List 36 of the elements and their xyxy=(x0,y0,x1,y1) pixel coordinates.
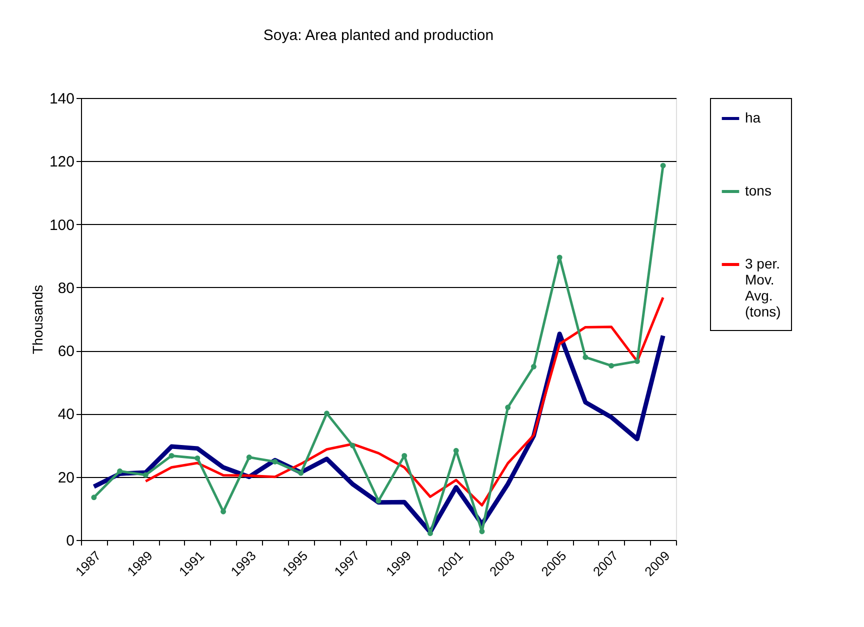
point xyxy=(556,254,562,260)
point xyxy=(246,454,252,460)
point xyxy=(582,354,588,360)
point xyxy=(428,530,433,536)
y-tick-label: 140 xyxy=(49,90,74,108)
point xyxy=(453,448,459,454)
chart-title: Soya: Area planted and production xyxy=(263,27,494,44)
point xyxy=(298,470,304,476)
y-tick-label: 100 xyxy=(49,216,74,234)
point xyxy=(142,472,148,478)
y-axis-title: Thousands xyxy=(29,284,46,354)
legend-label: 3 per. Mov. Avg. (tons) xyxy=(745,256,781,320)
point xyxy=(91,494,97,500)
point xyxy=(530,364,536,370)
point xyxy=(634,358,640,364)
point xyxy=(272,458,278,464)
point xyxy=(608,362,614,368)
y-tick-label: 40 xyxy=(58,406,74,424)
point xyxy=(324,410,330,416)
point xyxy=(660,162,666,168)
point xyxy=(117,468,123,474)
y-tick-label: 80 xyxy=(58,280,74,297)
point xyxy=(402,452,408,458)
point xyxy=(168,452,174,458)
line-series xyxy=(144,296,664,507)
point xyxy=(505,404,511,410)
point xyxy=(194,455,200,461)
point xyxy=(479,528,485,534)
y-tick-label: 0 xyxy=(66,532,74,550)
point xyxy=(376,498,382,504)
y-tick-label: 20 xyxy=(58,469,74,486)
legend-label: tons xyxy=(745,182,772,198)
y-tick-label: 60 xyxy=(58,343,74,360)
legend-label: ha xyxy=(745,110,761,126)
point xyxy=(350,442,356,448)
y-tick-label: 120 xyxy=(49,154,74,171)
